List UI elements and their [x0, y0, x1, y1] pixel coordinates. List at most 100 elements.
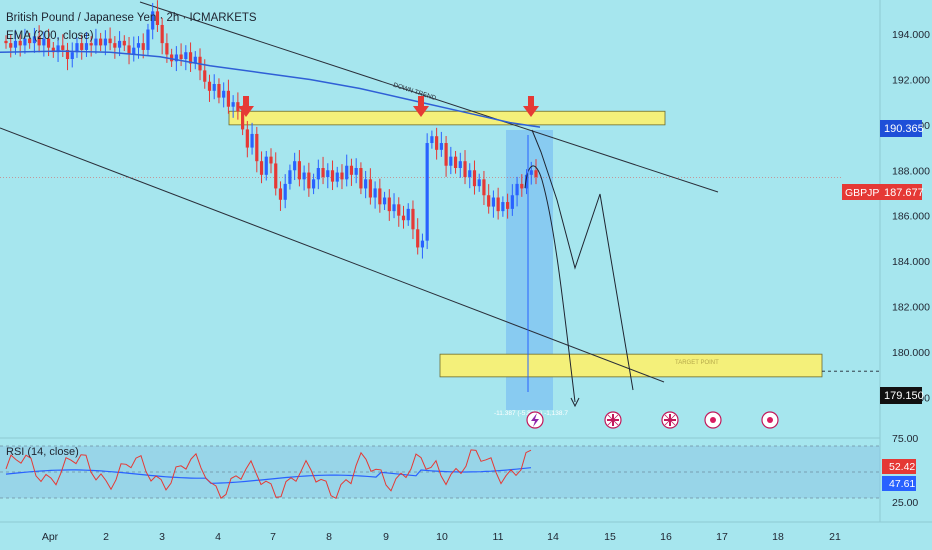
arrow-down-icon — [523, 96, 539, 117]
candle — [316, 159, 320, 190]
candle — [307, 162, 311, 197]
time-tick-label: Apr — [42, 531, 59, 543]
time-axis[interactable]: Apr 2 3 4 7 8 9 10 11 14 15 16 17 18 21 — [42, 531, 841, 543]
candle — [425, 133, 429, 250]
target-point-label: TARGET POINT — [675, 360, 719, 366]
candle — [84, 32, 89, 57]
arrow-down-icon — [413, 96, 429, 117]
candle — [453, 150, 458, 174]
candle — [397, 197, 401, 227]
rsi-indicator-label[interactable]: RSI (14, close) — [6, 446, 79, 458]
candle — [359, 162, 363, 195]
rsi-value-badge — [882, 459, 916, 474]
uk-flag-icon[interactable] — [661, 411, 679, 429]
japan-flag-icon[interactable] — [704, 411, 722, 429]
japan-flag-icon[interactable] — [761, 411, 779, 429]
candle — [326, 163, 330, 189]
time-tick-label: 14 — [547, 531, 559, 543]
candle — [274, 152, 278, 196]
candle — [23, 28, 27, 54]
time-tick-label: 21 — [829, 531, 841, 543]
price-tick-label: 180.000 — [892, 347, 930, 359]
candle — [293, 152, 297, 181]
candle — [212, 74, 216, 100]
downtrend-upper-line — [139, 1, 719, 193]
candle — [179, 43, 183, 67]
projection-curve — [524, 165, 576, 403]
price-tick-label: 188.000 — [892, 165, 930, 177]
candle — [468, 163, 472, 189]
current-price-text: 187.677 — [884, 187, 924, 199]
candle — [335, 166, 339, 188]
candle — [264, 150, 268, 181]
candle — [411, 200, 415, 240]
candle — [146, 23, 150, 56]
candle — [99, 32, 103, 52]
rsi-ma-text: 47.61 — [889, 478, 915, 490]
candle — [94, 28, 98, 54]
price-tick-label: 192.000 — [892, 74, 930, 86]
candle — [283, 174, 287, 209]
rsi-value-text: 52.42 — [889, 461, 915, 473]
ema-indicator-label[interactable]: EMA (200, close) — [6, 30, 94, 42]
events-row[interactable] — [526, 411, 779, 429]
rsi-ma-line — [5, 467, 532, 485]
candle — [113, 36, 117, 59]
candle — [132, 36, 136, 62]
candle — [250, 122, 254, 155]
time-tick-label: 3 — [159, 531, 165, 543]
candle — [373, 181, 377, 209]
candle — [382, 191, 387, 210]
symbol-text: GBPJPY — [845, 187, 886, 199]
resistance-zone — [228, 110, 666, 126]
price-tick-label: 194.000 — [892, 29, 930, 41]
candle — [108, 27, 112, 51]
time-tick-label: 4 — [215, 531, 221, 543]
candle — [236, 92, 240, 120]
time-tick-label: 15 — [604, 531, 616, 543]
time-tick-label: 7 — [270, 531, 276, 543]
symbol-badge — [842, 184, 880, 200]
candle — [18, 33, 22, 57]
candle — [217, 78, 221, 104]
candle — [364, 170, 368, 199]
candle — [510, 184, 514, 216]
candle — [349, 158, 354, 186]
time-tick-label: 18 — [772, 531, 784, 543]
candle — [42, 31, 46, 57]
candle — [127, 37, 131, 65]
rsi-axis-75: 75.00 — [892, 433, 918, 445]
candle — [387, 189, 391, 221]
candle — [506, 193, 510, 219]
candle — [222, 82, 226, 108]
price-tick-label: 184.000 — [892, 256, 930, 268]
time-tick-label: 10 — [436, 531, 448, 543]
candle — [482, 170, 486, 206]
candle — [245, 121, 249, 158]
candle — [534, 159, 538, 185]
chart-title: British Pound / Japanese Yen · 2h · ICMA… — [6, 12, 257, 24]
target-zone — [439, 353, 823, 378]
time-tick-label: 16 — [660, 531, 672, 543]
rsi-axis-25: 25.00 — [892, 497, 918, 509]
price-axis[interactable]: 178.000180.000182.000184.000186.000188.0… — [892, 29, 930, 404]
candle — [378, 178, 382, 213]
candle — [122, 35, 126, 52]
candle — [520, 174, 524, 197]
candle — [340, 164, 344, 190]
candle — [311, 173, 316, 195]
candle — [155, 0, 160, 33]
candle — [203, 59, 207, 89]
candle — [170, 48, 174, 67]
candle — [75, 37, 79, 58]
candle — [420, 233, 425, 259]
candle — [430, 130, 434, 149]
candle — [103, 30, 107, 56]
candle — [401, 205, 406, 229]
candle — [392, 193, 396, 219]
uk-flag-icon[interactable] — [604, 411, 622, 429]
candle — [70, 42, 74, 68]
current-price-badge — [880, 184, 922, 200]
candle — [174, 46, 178, 72]
